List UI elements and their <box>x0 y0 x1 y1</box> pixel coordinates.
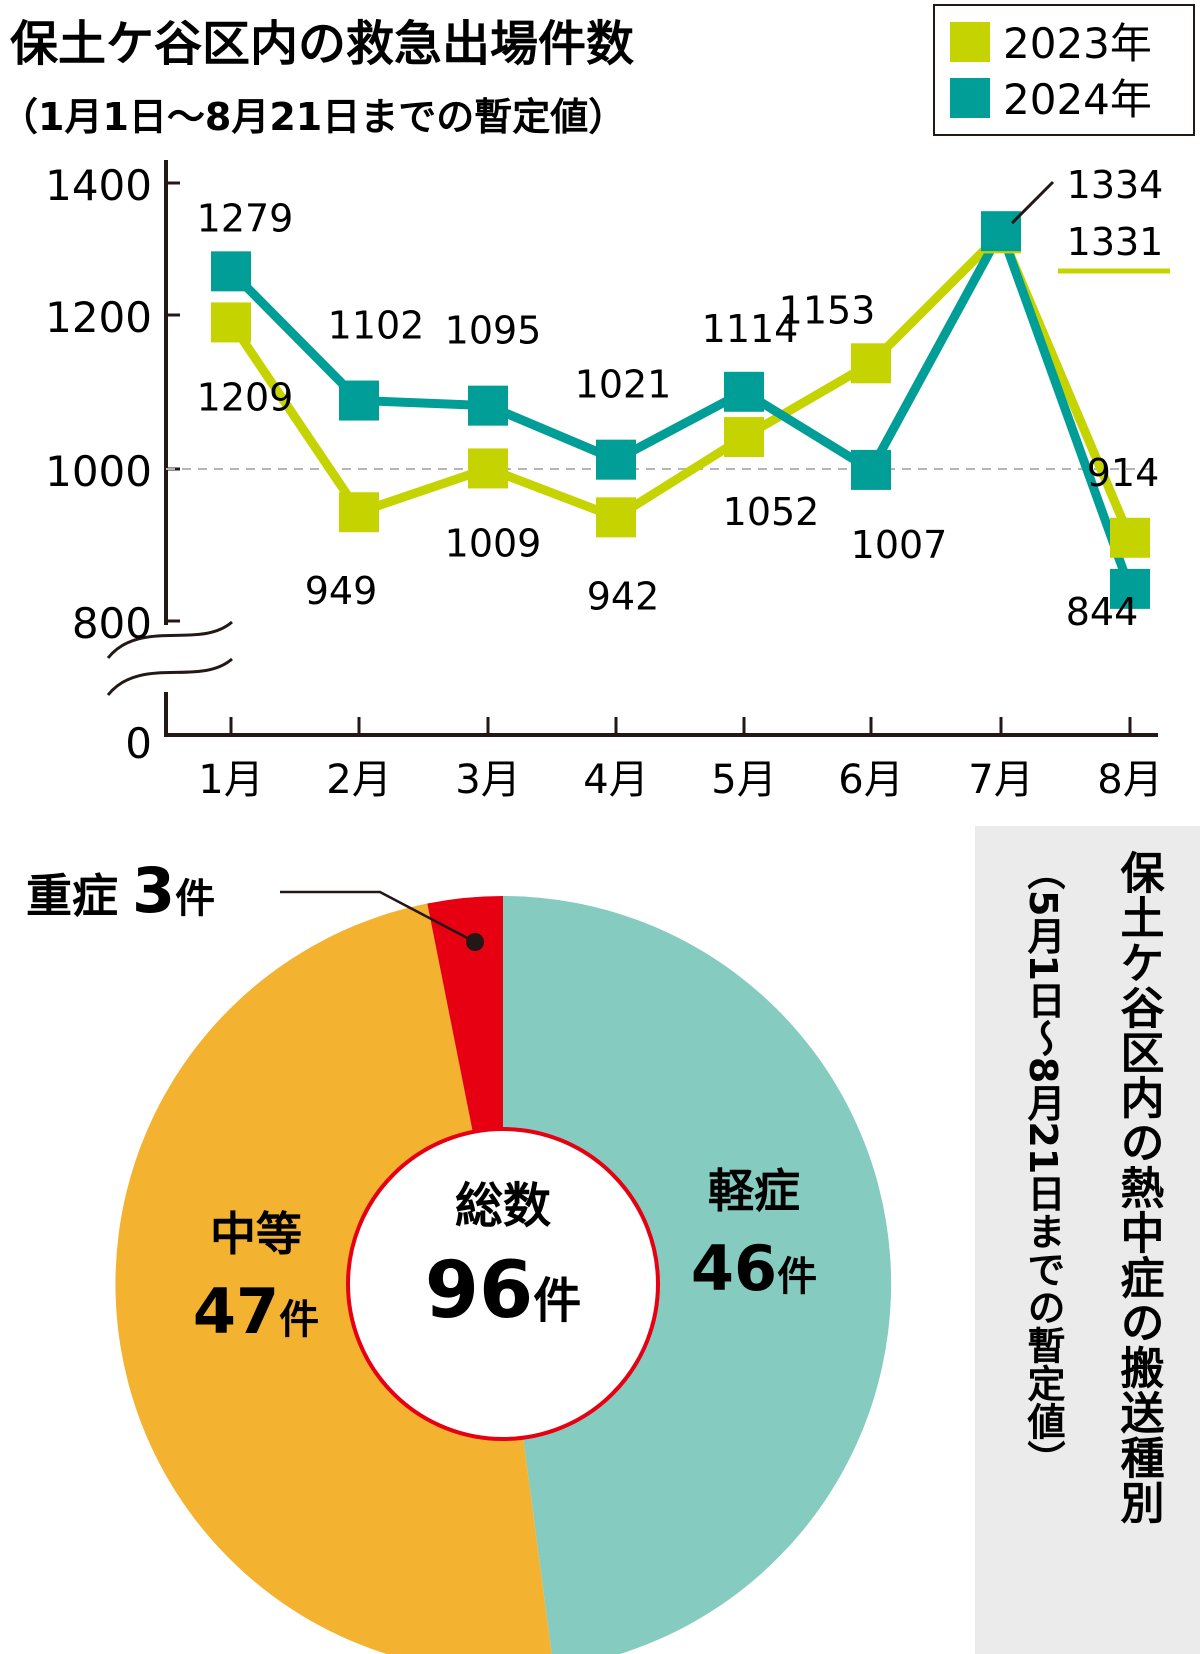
marker-2024年-2月 <box>339 380 379 421</box>
pie-chart-subtitle: （5月1日〜8月21日までの暫定値） <box>1021 852 1066 1478</box>
x-tick-label-3: 3月 <box>455 757 520 803</box>
data-label-2023年-3月: 1009 <box>445 521 542 565</box>
axis-break-mark <box>106 620 233 696</box>
x-tick-label-4: 4月 <box>583 757 648 803</box>
x-tick-label-8: 8月 <box>1097 757 1162 803</box>
legend-swatch-2024 <box>950 78 990 118</box>
slice-total-mild: 46件 <box>691 1232 817 1305</box>
data-label-2024年-6月: 1007 <box>851 523 948 567</box>
marker-2023年-2月 <box>339 492 379 533</box>
legend: 2023年 2024年 <box>933 4 1195 136</box>
slice-value-severe: 3 <box>132 854 175 927</box>
marker-2024年-1月 <box>211 251 251 292</box>
slice-value-mild: 46 <box>691 1232 777 1305</box>
x-tick-label-6: 6月 <box>838 757 903 803</box>
pie-center-label: 総数 <box>455 1178 551 1234</box>
series-line-2024年 <box>227 226 1135 591</box>
pie-title-panel <box>975 826 1200 1654</box>
slice-label-moderate: 中等 <box>210 1207 302 1261</box>
data-label-2023年-1月: 1209 <box>197 375 294 419</box>
slice-total-moderate: 47件 <box>193 1275 319 1348</box>
pie-center-unit: 件 <box>533 1273 581 1329</box>
marker-2024年-5月 <box>724 371 764 412</box>
marker-2024年-6月 <box>851 449 891 490</box>
marker-2023年-1月 <box>211 302 251 343</box>
y-tick-label-800: 800 <box>72 599 152 648</box>
data-label-2024年-8月: 844 <box>1066 590 1139 634</box>
data-label-2024年-4月: 1021 <box>575 363 672 407</box>
x-tick-label-2: 2月 <box>326 757 391 803</box>
slice-unit-severe: 件 <box>175 876 215 922</box>
data-label-2023年-4月: 942 <box>587 574 660 618</box>
x-tick-label-7: 7月 <box>968 757 1033 803</box>
pie-center-value: 96 <box>425 1246 534 1336</box>
slice-unit-mild: 件 <box>777 1254 817 1300</box>
y-tick-label-0: 0 <box>125 719 152 768</box>
x-tick-label-5: 5月 <box>711 757 776 803</box>
marker-2023年-6月 <box>851 343 891 384</box>
pie-center-hole <box>346 1127 660 1441</box>
slice-value-moderate: 47 <box>193 1275 279 1348</box>
legend-label-2024: 2024年 <box>1003 75 1152 124</box>
y-axis: 1400 1200 1000 800 0 <box>45 160 233 768</box>
pie-chart-title: 保土ケ谷区内の熱中症の搬送種別 <box>1113 850 1165 1525</box>
slice-label-severe: 重症 <box>26 869 118 923</box>
callout-leader-severe <box>280 890 476 944</box>
data-label-2024年-3月: 1095 <box>445 309 542 353</box>
slice-callout-severe: 重症 3件 <box>26 854 215 927</box>
slice-unit-moderate: 件 <box>279 1297 319 1343</box>
callout-dot-severe <box>466 933 484 951</box>
pie-slice-moderate <box>115 903 552 1654</box>
legend-label-2023: 2023年 <box>1003 19 1152 68</box>
marker-2023年-8月 <box>1110 517 1150 558</box>
y-tick-label-1200: 1200 <box>45 293 152 342</box>
line-chart-title: 保土ケ谷区内の救急出場件数 <box>10 16 634 72</box>
line-chart-subtitle: （1月1日〜8月21日までの暫定値） <box>0 95 626 139</box>
marker-2023年-5月 <box>724 417 764 458</box>
legend-swatch-2023 <box>950 22 990 62</box>
data-label-2023年-2月: 949 <box>305 569 378 613</box>
pie-layer <box>115 896 892 1654</box>
pie-slice-mild <box>503 896 892 1654</box>
marker-2024年-8月 <box>1110 568 1150 609</box>
data-label-2024年-5月: 1114 <box>702 307 799 351</box>
data-label-2023年-7月: 1331 <box>1067 220 1164 264</box>
pie-center-total: 96件 <box>425 1246 582 1336</box>
series-layer: 1209 949 1009 942 1052 1153 1331 914 1279 1102 109… <box>197 163 1170 634</box>
x-ticks: 1月 2月 3月 4月 5月 6月 7月 8月 <box>198 717 1163 803</box>
marker-2024年-3月 <box>468 385 508 426</box>
data-label-2024年-7月: 1334 <box>1067 163 1164 207</box>
marker-2023年-4月 <box>596 497 636 538</box>
marker-2023年-3月 <box>468 448 508 489</box>
data-label-2023年-6月: 1153 <box>779 288 876 332</box>
leader-2024-7 <box>1010 180 1055 225</box>
data-label-2024年-1月: 1279 <box>197 196 294 240</box>
data-label-2024年-2月: 1102 <box>328 304 425 348</box>
data-label-2023年-5月: 1052 <box>723 490 820 534</box>
x-tick-label-1: 1月 <box>198 757 263 803</box>
marker-2024年-4月 <box>596 439 636 480</box>
y-tick-label-1000: 1000 <box>45 447 152 496</box>
data-label-2023年-8月: 914 <box>1087 451 1160 495</box>
y-tick-label-1400: 1400 <box>45 161 152 210</box>
marker-2024年-7月 <box>981 211 1021 252</box>
slice-label-mild: 軽症 <box>708 1164 800 1218</box>
series-line-2023年 <box>227 228 1135 540</box>
